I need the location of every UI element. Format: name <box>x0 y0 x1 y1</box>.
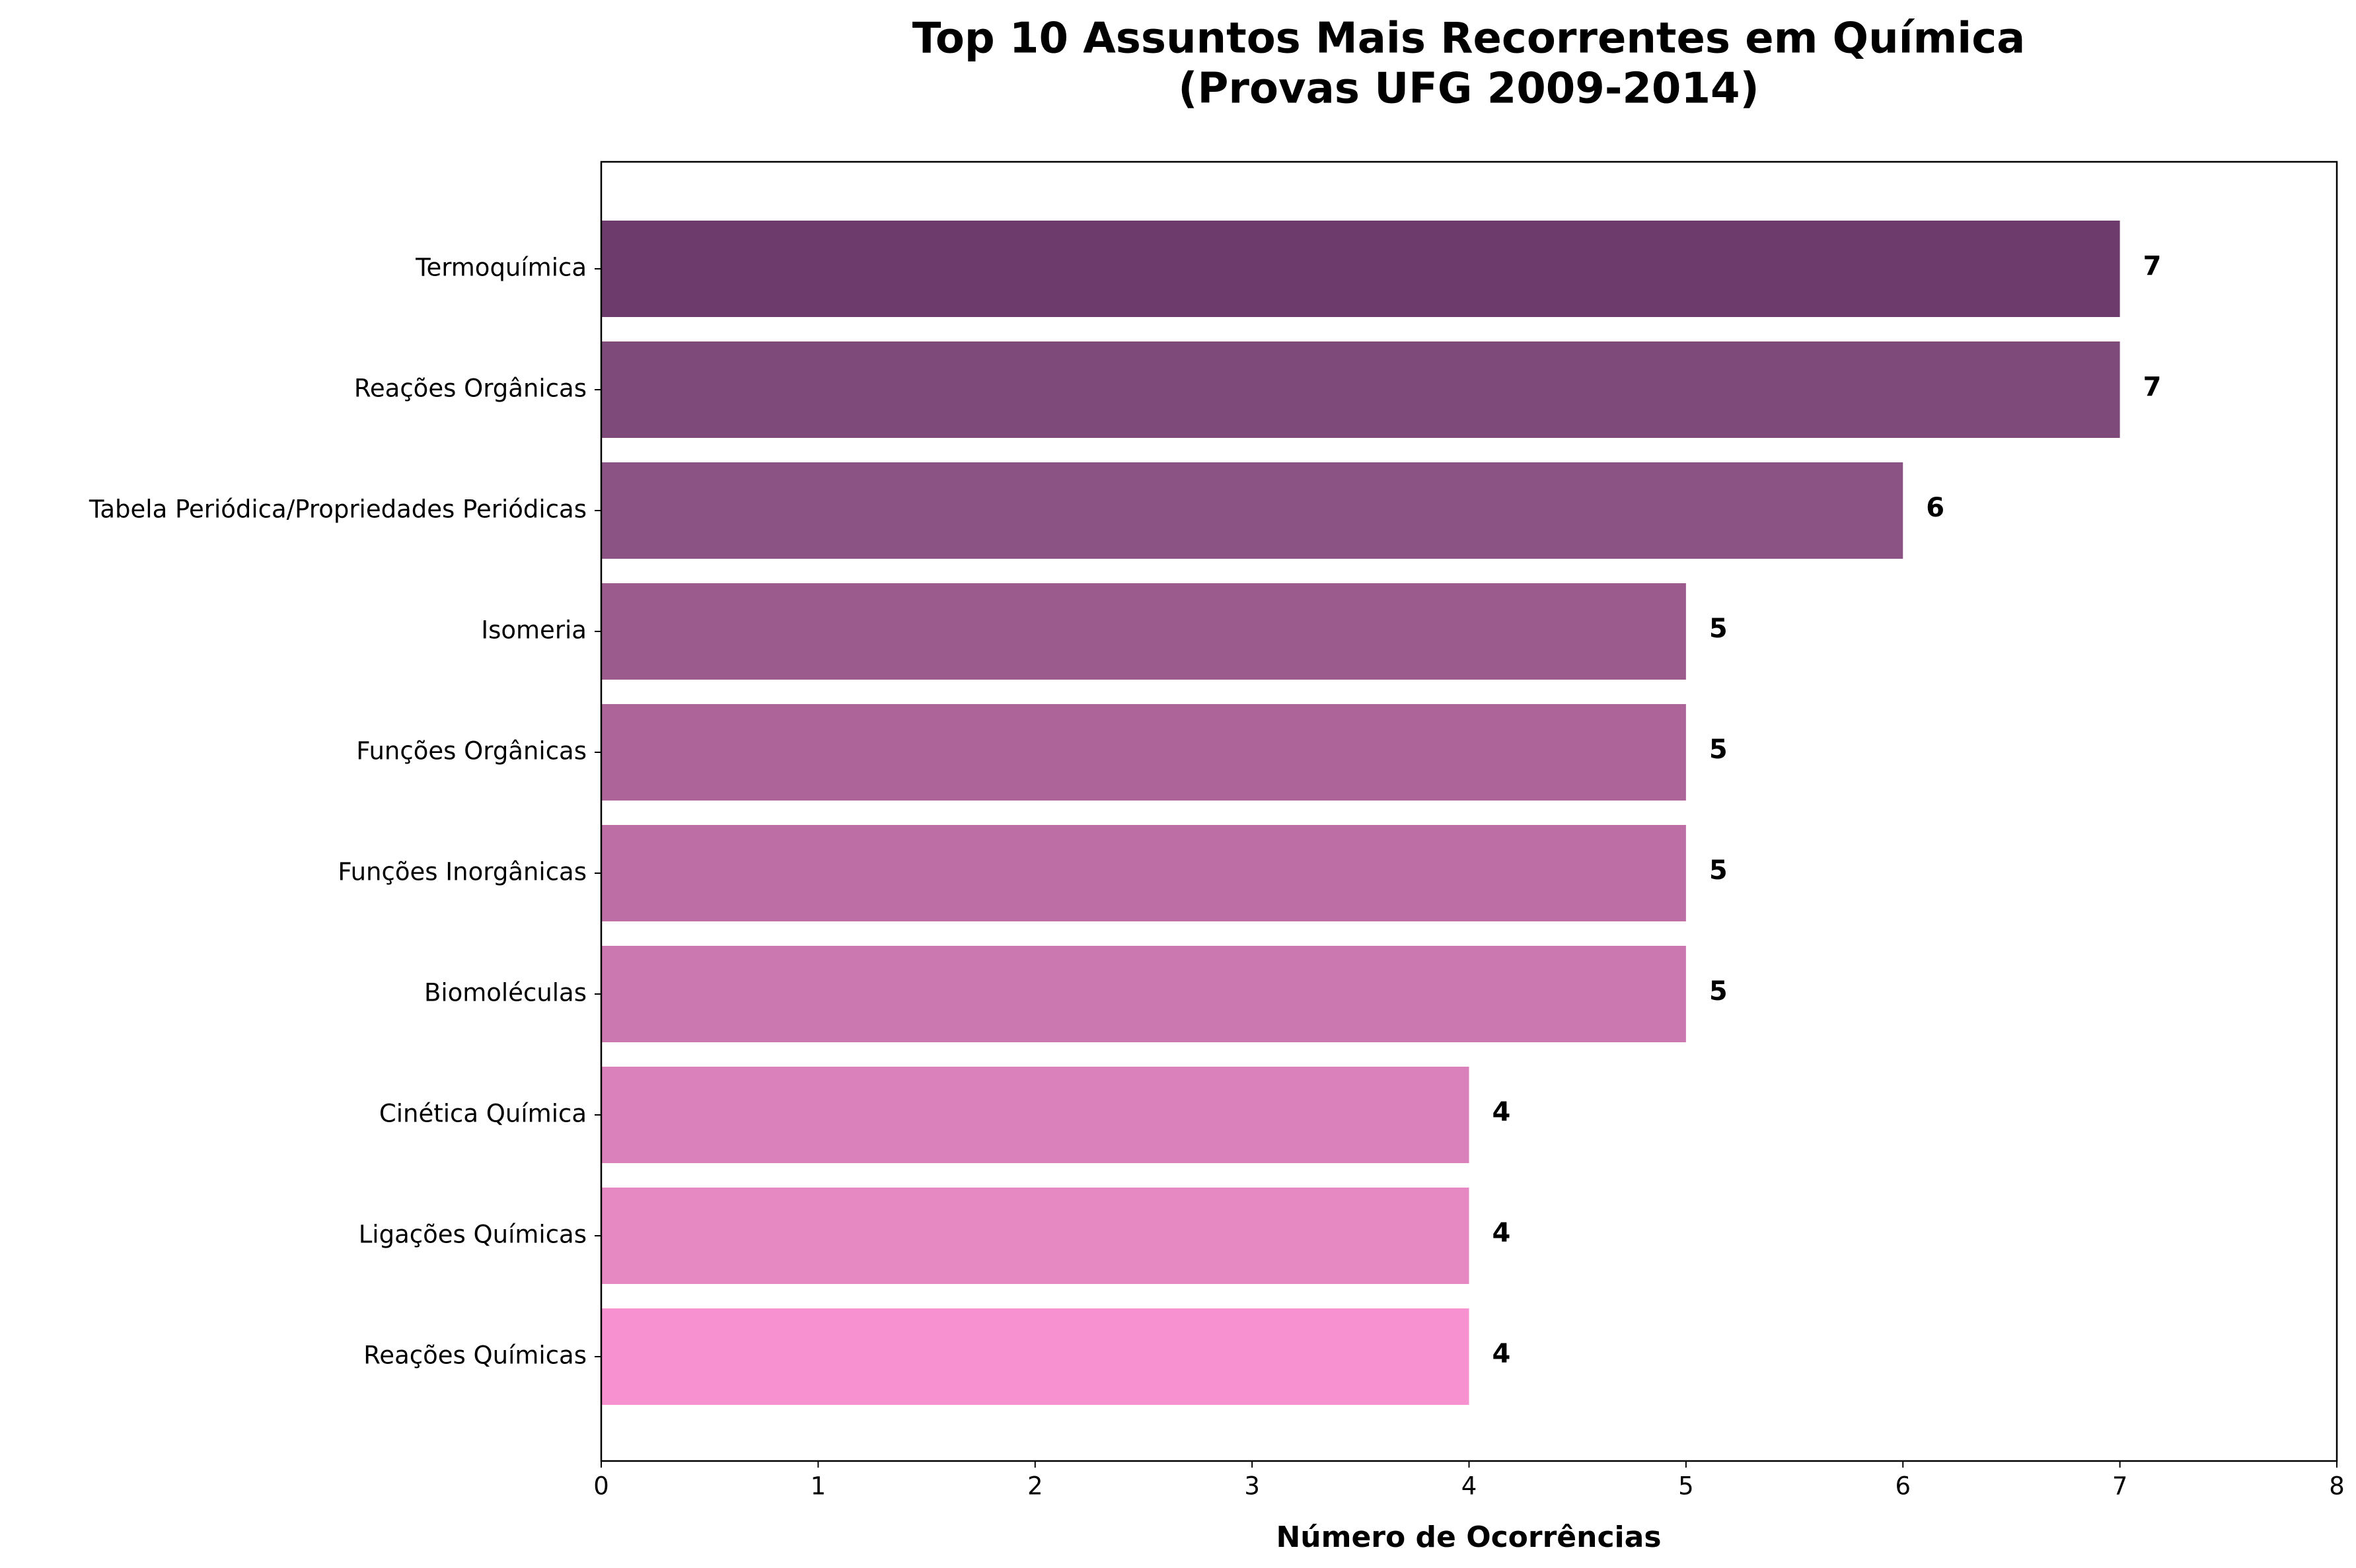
y-tick-label: Funções Inorgânicas <box>338 858 587 886</box>
bar <box>601 462 1903 559</box>
chart-title: Top 10 Assuntos Mais Recorrentes em Quím… <box>912 15 2026 63</box>
y-tick-label: Reações Químicas <box>363 1341 587 1370</box>
y-tick-label: Termoquímica <box>415 254 587 282</box>
x-tick-label: 7 <box>2112 1472 2128 1501</box>
chart-subtitle: (Provas UFG 2009-2014) <box>1178 65 1759 114</box>
x-tick-label: 0 <box>593 1472 609 1501</box>
value-label: 4 <box>1492 1218 1511 1248</box>
y-tick-label: Cinética Química <box>379 1100 587 1128</box>
y-tick-label: Isomeria <box>481 616 587 645</box>
x-tick-label: 5 <box>1678 1472 1694 1501</box>
value-label: 7 <box>2143 251 2162 281</box>
value-label: 4 <box>1492 1339 1511 1369</box>
x-tick-label: 2 <box>1027 1472 1043 1501</box>
y-tick-label: Ligações Químicas <box>359 1221 587 1249</box>
y-tick-label: Reações Orgânicas <box>354 374 587 403</box>
bar <box>601 946 1686 1042</box>
bar <box>601 221 2120 317</box>
value-label: 5 <box>1709 614 1728 644</box>
bar <box>601 704 1686 801</box>
value-label: 4 <box>1492 1097 1511 1127</box>
bar <box>601 1067 1469 1163</box>
value-label: 5 <box>1709 976 1728 1007</box>
value-label: 7 <box>2143 372 2162 402</box>
bar <box>601 341 2120 438</box>
x-tick-label: 4 <box>1461 1472 1477 1501</box>
bar <box>601 1188 1469 1284</box>
x-tick-label: 1 <box>811 1472 827 1501</box>
x-tick-label: 8 <box>2329 1472 2345 1501</box>
y-tick-label: Funções Orgânicas <box>356 737 587 766</box>
y-tick-label: Biomoléculas <box>424 979 587 1007</box>
x-tick-label: 6 <box>1895 1472 1911 1501</box>
value-label: 5 <box>1709 734 1728 765</box>
x-tick-label: 3 <box>1244 1472 1260 1501</box>
bar <box>601 583 1686 680</box>
bar <box>601 825 1686 921</box>
value-label: 5 <box>1709 855 1728 886</box>
bar <box>601 1308 1469 1405</box>
y-tick-label: Tabela Periódica/Propriedades Periódicas <box>89 495 587 524</box>
x-axis-label: Número de Ocorrências <box>1276 1520 1661 1554</box>
plot-frame <box>600 160 2338 1462</box>
value-label: 6 <box>1926 493 1944 523</box>
